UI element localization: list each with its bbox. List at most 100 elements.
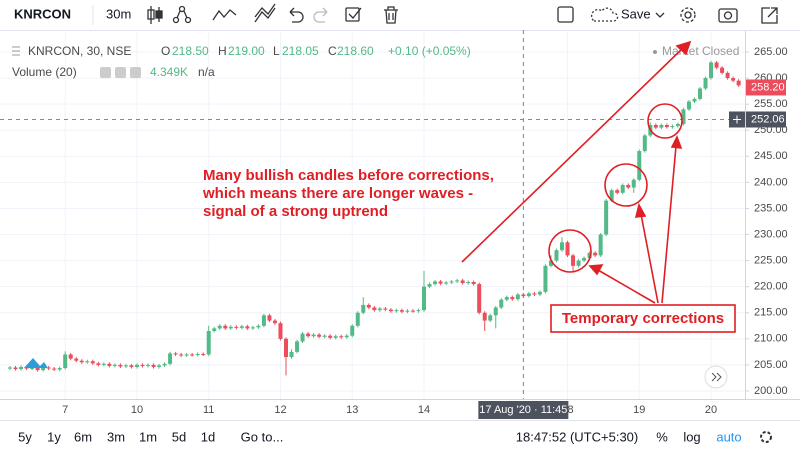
legend-c-label: C [328, 44, 337, 58]
candle-body [543, 265, 548, 292]
log-toggle[interactable]: log [683, 429, 700, 444]
symbol-button[interactable]: KNRCON [14, 6, 71, 21]
delete-icon[interactable] [384, 6, 398, 24]
legend-symbol: KNRCON, 30, NSE [28, 44, 131, 58]
candle-body [560, 242, 564, 251]
candle-body [725, 72, 730, 79]
candle-body [466, 281, 471, 284]
candle-body [41, 367, 46, 371]
candle-body [8, 367, 12, 369]
circle-highlight [647, 103, 683, 139]
range-button[interactable]: 1m [139, 429, 157, 444]
select-icon[interactable] [345, 7, 362, 22]
candle-body [284, 338, 288, 358]
candle-body [223, 325, 228, 329]
layout-icon[interactable] [557, 6, 574, 23]
candle-body [604, 200, 609, 235]
candle-body [68, 354, 73, 359]
legend-icon [12, 46, 20, 56]
candle-body [101, 363, 106, 365]
candle-body [206, 330, 211, 355]
candle-body [388, 309, 393, 312]
candle-body [698, 88, 702, 99]
candle-body [593, 252, 598, 256]
candle-body [35, 368, 40, 371]
save-button[interactable]: Save [621, 6, 651, 21]
candle-body [455, 280, 460, 282]
y-tick-label: 265.00 [754, 46, 788, 58]
auto-toggle[interactable]: auto [716, 429, 741, 444]
candle-body [582, 257, 587, 261]
candle-body [179, 354, 184, 356]
candle-body [731, 78, 736, 81]
candle-body [482, 312, 487, 321]
candle-body [245, 326, 250, 329]
settings-button[interactable] [760, 431, 772, 443]
candle-body [344, 335, 349, 338]
arrow-line [597, 269, 656, 304]
candle-body [615, 190, 620, 193]
circle-highlight [548, 229, 592, 273]
redo-icon[interactable] [313, 7, 328, 23]
chart-type-icon[interactable] [147, 6, 163, 24]
candle-body [444, 282, 449, 284]
status-dot [653, 50, 657, 54]
volume-controls[interactable] [100, 67, 141, 78]
candle-body [74, 358, 79, 361]
volume-ma: n/a [198, 65, 215, 79]
save-menu-icon[interactable] [655, 12, 665, 18]
candle-body [19, 366, 24, 370]
x-tick-label: 10 [131, 404, 143, 416]
cloud-icon[interactable] [590, 7, 619, 22]
candle-body [659, 125, 664, 128]
candle-body [157, 365, 162, 367]
bottom-bar: Go to... 18:47:52 (UTC+5:30) % log auto … [18, 429, 772, 444]
range-button[interactable]: 6m [74, 429, 92, 444]
candle-body [295, 341, 300, 352]
settings-icon[interactable] [680, 7, 696, 23]
indicators-icon[interactable] [172, 5, 192, 24]
candle-body [609, 190, 614, 201]
x-tick-label: 20 [705, 404, 717, 416]
candle-body [637, 151, 642, 180]
logo [24, 358, 48, 368]
candle-body [499, 299, 504, 308]
interval-button[interactable]: 30m [106, 6, 131, 21]
candle-body [289, 351, 294, 358]
plot-area [0, 30, 749, 399]
range-button[interactable]: 1y [47, 429, 61, 444]
range-button[interactable]: 1d [201, 429, 215, 444]
candle-body [63, 354, 68, 369]
candle-body [212, 328, 217, 331]
volume-value: 4.349K [150, 65, 188, 79]
candle-body [587, 252, 592, 258]
arrow-head [634, 202, 647, 218]
annotation-label: Temporary corrections [562, 310, 724, 327]
candle-body [410, 310, 415, 312]
crosshair-time-box [478, 401, 569, 419]
annotation-box [550, 304, 736, 333]
goto-button[interactable]: Go to... [241, 429, 284, 444]
compare-icon[interactable] [212, 9, 237, 21]
snapshot-icon[interactable] [718, 8, 738, 23]
legend-low: 218.05 [282, 44, 319, 58]
undo-icon[interactable] [289, 7, 304, 23]
range-button[interactable]: 5d [172, 429, 186, 444]
legend-h-label: H [218, 44, 227, 58]
popout-icon[interactable] [761, 7, 778, 24]
candle-body [399, 310, 404, 312]
arrow-line [640, 213, 659, 304]
range-button[interactable]: 5y [18, 429, 32, 444]
candle-body [30, 368, 35, 370]
percent-toggle[interactable]: % [656, 429, 668, 444]
templates-icon[interactable] [254, 3, 276, 23]
arrow-line [461, 46, 685, 263]
candle-body [736, 80, 741, 86]
range-button[interactable]: 3m [107, 429, 125, 444]
y-tick-label: 200.00 [754, 385, 788, 397]
legend-o-label: O [161, 44, 170, 58]
candle-body [537, 291, 542, 295]
candle-body [168, 353, 173, 364]
price-tag [746, 79, 786, 96]
